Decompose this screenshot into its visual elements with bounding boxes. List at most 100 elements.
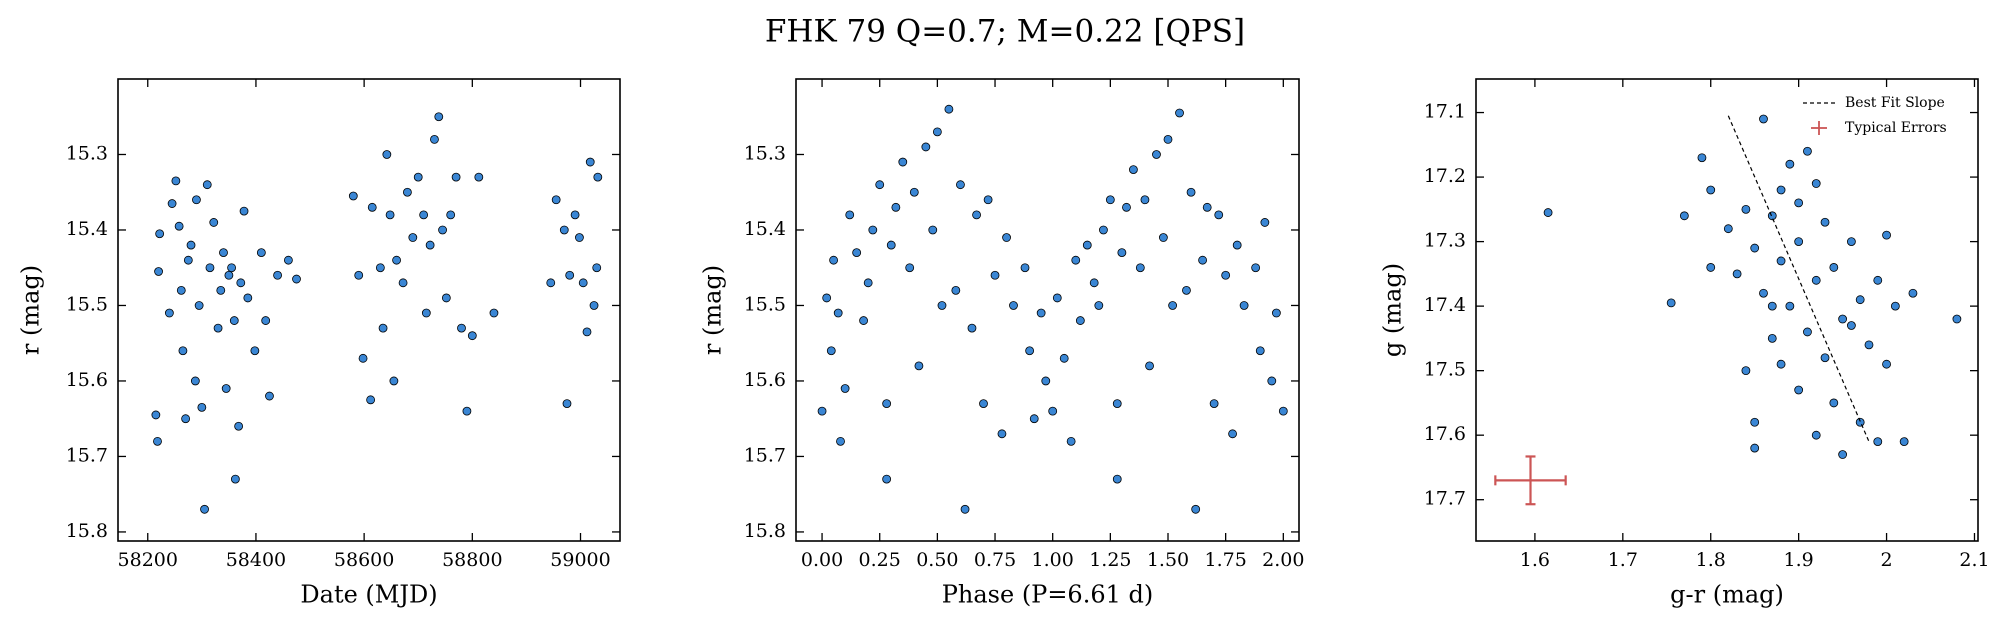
x-axis-label: Phase (P=6.61 d) xyxy=(942,581,1153,609)
y-tick-label: 17.2 xyxy=(1424,165,1466,187)
point xyxy=(1175,108,1184,118)
point xyxy=(1009,301,1018,310)
y-tick-label: 17.4 xyxy=(1424,294,1466,316)
x-tick-label: 2 xyxy=(1881,549,1893,571)
point xyxy=(1152,150,1161,159)
point xyxy=(1767,211,1777,221)
x-tick-label: 59000 xyxy=(550,549,610,571)
point xyxy=(441,293,451,303)
point xyxy=(200,504,209,514)
point xyxy=(1890,301,1900,311)
point xyxy=(1251,263,1261,273)
point xyxy=(1803,327,1812,337)
point xyxy=(467,331,477,341)
point xyxy=(1186,187,1196,197)
point xyxy=(1036,308,1046,318)
point xyxy=(1202,202,1212,212)
point xyxy=(1071,255,1081,265)
y-tick-label: 17.6 xyxy=(1424,423,1466,445)
point xyxy=(1048,406,1058,416)
point xyxy=(256,248,266,258)
y-tick-label: 17.3 xyxy=(1424,230,1466,252)
point xyxy=(243,293,253,303)
point xyxy=(348,191,358,201)
y-tick-label: 15.7 xyxy=(66,444,108,466)
y-tick-label: 15.5 xyxy=(744,293,786,315)
point xyxy=(1759,288,1768,298)
point xyxy=(171,176,181,186)
point xyxy=(183,255,193,265)
x-tick-label: 0.50 xyxy=(916,549,958,571)
point xyxy=(197,402,207,412)
point xyxy=(990,270,1000,280)
point xyxy=(937,301,947,310)
point xyxy=(1785,301,1795,311)
y-axis-label: g (mag) xyxy=(1379,263,1407,357)
point xyxy=(928,225,938,235)
point xyxy=(389,376,399,386)
point xyxy=(1855,417,1865,427)
axes-frame xyxy=(795,78,1300,542)
point xyxy=(358,353,368,363)
point xyxy=(234,421,244,431)
point xyxy=(932,127,942,137)
point xyxy=(956,180,965,190)
point xyxy=(967,323,977,333)
point xyxy=(559,225,569,235)
point xyxy=(1089,278,1099,288)
point xyxy=(221,384,231,393)
point xyxy=(227,263,236,273)
point xyxy=(863,278,873,288)
point xyxy=(1829,398,1839,408)
point xyxy=(1191,504,1201,514)
x-tick-label: 2.1 xyxy=(1959,549,1989,571)
point xyxy=(905,263,915,273)
point xyxy=(151,410,161,420)
point xyxy=(1882,230,1891,240)
point xyxy=(219,248,228,258)
point xyxy=(1059,353,1069,363)
axes-frame xyxy=(1475,78,1979,542)
point xyxy=(1666,298,1676,308)
point xyxy=(1767,301,1777,311)
point xyxy=(430,134,439,144)
point xyxy=(593,172,603,182)
x-tick-label: 1.7 xyxy=(1608,549,1638,571)
point xyxy=(1882,359,1891,369)
point xyxy=(840,384,850,393)
point xyxy=(1794,198,1804,208)
figure-title: FHK 79 Q=0.7; M=0.22 [QPS] xyxy=(765,14,1245,50)
point xyxy=(1543,208,1553,217)
point xyxy=(1228,429,1237,439)
y-axis-label: r (mag) xyxy=(699,265,727,355)
x-tick-label: 1.6 xyxy=(1520,549,1550,571)
point xyxy=(1029,414,1039,424)
x-tick-label: 1.50 xyxy=(1147,549,1189,571)
point xyxy=(1750,417,1760,427)
point xyxy=(164,308,174,318)
point xyxy=(1129,165,1138,174)
point xyxy=(1759,114,1768,124)
x-tick-label: 58400 xyxy=(226,549,286,571)
point xyxy=(385,210,395,220)
point xyxy=(1260,218,1270,227)
point xyxy=(886,240,896,250)
point xyxy=(582,327,592,337)
y-tick-label: 15.4 xyxy=(66,218,108,240)
point xyxy=(1066,436,1076,446)
point xyxy=(882,399,892,409)
y-tick-label: 15.8 xyxy=(744,520,786,542)
point xyxy=(1706,263,1716,272)
point xyxy=(489,308,499,318)
x-tick-label: 2.00 xyxy=(1262,549,1304,571)
point xyxy=(1025,346,1035,356)
point xyxy=(474,172,484,182)
point xyxy=(167,199,177,208)
x-tick-label: 58200 xyxy=(118,549,178,571)
point xyxy=(1750,443,1760,453)
point xyxy=(236,278,246,288)
point xyxy=(1255,346,1265,356)
point xyxy=(154,267,163,276)
